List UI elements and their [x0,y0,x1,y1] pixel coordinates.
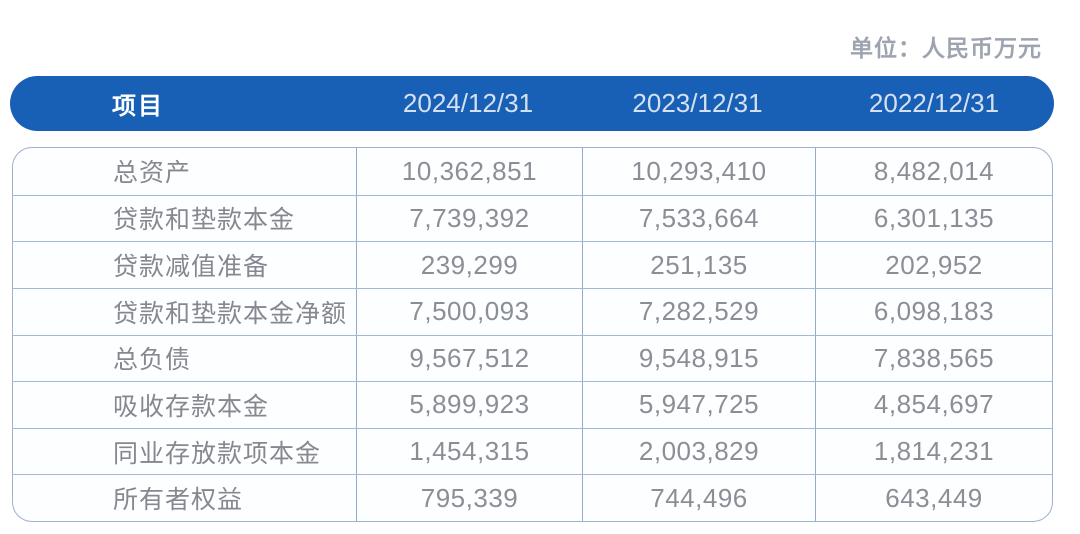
value-2024: 239,299 [356,242,582,288]
value-2024: 1,454,315 [356,428,582,475]
value-2022: 7,838,565 [815,335,1052,382]
value-2023: 251,135 [582,242,815,288]
value-2023: 5,947,725 [582,382,815,428]
table-header: 项目 2024/12/31 2023/12/31 2022/12/31 [10,76,1054,131]
row-label: 贷款和垫款本金 [113,206,296,235]
value-2023: 7,282,529 [582,288,815,335]
table-row: 贷款减值准备 239,299 251,135 202,952 [13,241,1052,288]
row-label: 吸收存款本金 [113,392,270,421]
value-2022: 1,814,231 [815,428,1052,475]
value-2022: 6,301,135 [815,195,1052,242]
value-2023: 10,293,410 [582,148,815,195]
row-label: 总负债 [113,346,192,375]
row-label: 所有者权益 [113,486,244,515]
header-cell-2022: 2022/12/31 [868,88,1000,118]
value-2024: 795,339 [356,475,582,521]
value-2024: 7,500,093 [356,288,582,335]
table-row: 吸收存款本金 5,899,923 5,947,725 4,854,697 [13,381,1052,428]
table-row: 同业存放款项本金 1,454,315 2,003,829 1,814,231 [13,427,1052,475]
table-row: 贷款和垫款本金净额 7,500,093 7,282,529 6,098,183 [13,287,1052,335]
value-2022: 643,449 [815,475,1052,521]
value-2024: 9,567,512 [356,335,582,382]
value-2024: 7,739,392 [356,195,582,242]
row-label: 贷款减值准备 [113,253,270,282]
table-row: 贷款和垫款本金 7,739,392 7,533,664 6,301,135 [13,194,1052,242]
value-2023: 744,496 [582,475,815,521]
value-2023: 9,548,915 [582,335,815,382]
table-row: 总负债 9,567,512 9,548,915 7,838,565 [13,334,1052,382]
value-2023: 7,533,664 [582,195,815,242]
value-2024: 5,899,923 [356,382,582,428]
value-2023: 2,003,829 [582,428,815,475]
value-2022: 6,098,183 [815,288,1052,335]
unit-label: 单位：人民币万元 [850,35,1042,61]
table-row: 总资产 10,362,851 10,293,410 8,482,014 [13,148,1052,195]
value-2022: 202,952 [815,242,1052,288]
row-label: 贷款和垫款本金净额 [113,299,348,328]
financial-table-body: 总资产 10,362,851 10,293,410 8,482,014 贷款和垫… [12,147,1053,522]
value-2022: 8,482,014 [815,148,1052,195]
row-label: 总资产 [113,159,192,188]
header-cell-item: 项目 [112,93,164,120]
header-cell-2023: 2023/12/31 [632,88,763,118]
value-2022: 4,854,697 [815,382,1052,428]
value-2024: 10,362,851 [356,148,582,195]
row-label: 同业存放款项本金 [113,439,322,468]
table-row: 所有者权益 795,339 744,496 643,449 [13,474,1052,521]
header-cell-2024: 2024/12/31 [402,88,534,118]
